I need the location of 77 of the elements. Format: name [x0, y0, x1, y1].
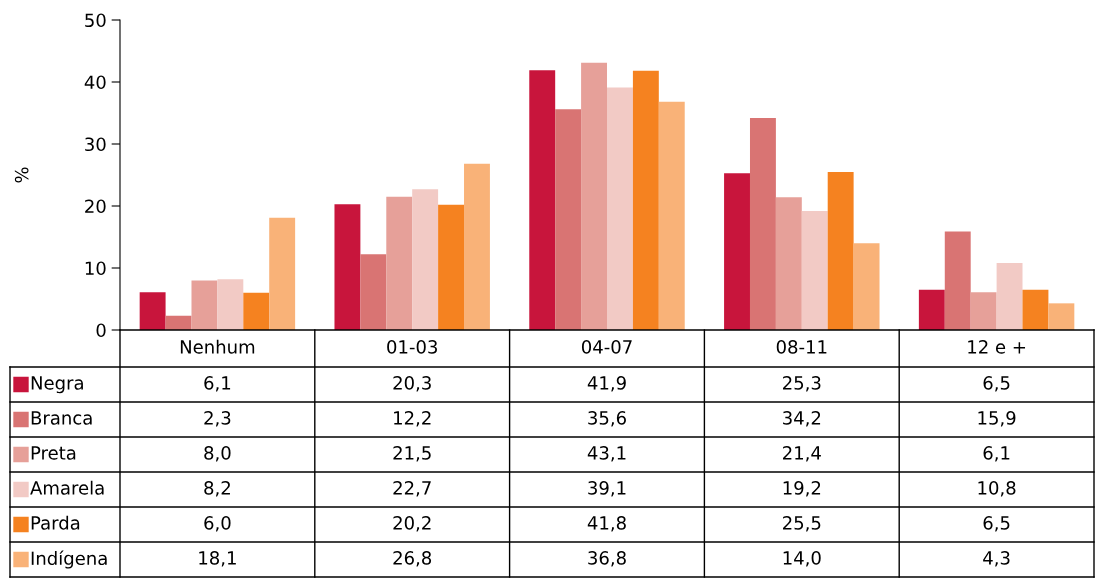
bar	[918, 289, 945, 330]
data-label: 12,2	[394, 411, 431, 427]
data-label: 8,2	[204, 481, 230, 497]
legend-label: Preta	[31, 446, 76, 460]
data-label: 25,5	[783, 516, 821, 532]
y-tick-label: 0	[96, 323, 106, 338]
data-label: 34,2	[783, 411, 821, 427]
bar	[724, 173, 750, 330]
data-label: 41,9	[587, 376, 626, 392]
bar	[386, 196, 413, 330]
y-tick-label: 40	[84, 75, 106, 90]
bar	[438, 204, 465, 330]
y-tick-label: 30	[85, 137, 106, 152]
x-tick-label: 04-07	[581, 340, 632, 354]
bar	[853, 243, 880, 330]
legend-label: Branca	[31, 411, 92, 425]
x-tick-label: 01-03	[387, 340, 437, 354]
bar	[269, 217, 296, 330]
data-label: 22,7	[393, 481, 431, 497]
data-label: 8,0	[204, 446, 231, 462]
bar	[944, 231, 971, 330]
bar	[555, 109, 582, 330]
bar	[827, 171, 854, 330]
bar	[996, 263, 1023, 330]
bar	[775, 197, 802, 330]
data-label: 20,2	[393, 516, 431, 532]
data-label: 2,3	[204, 411, 231, 427]
y-tick-label: 10	[85, 261, 106, 276]
bar	[658, 101, 685, 330]
bar	[464, 163, 490, 330]
data-label: 36,8	[588, 551, 626, 567]
y-tick-label: 20	[85, 199, 106, 214]
legend-label: Amarela	[30, 480, 104, 495]
bar	[217, 279, 244, 330]
data-label: 21,4	[783, 446, 821, 462]
bar	[529, 70, 556, 330]
data-label: 10,8	[978, 481, 1016, 497]
data-label: 4,3	[983, 551, 1010, 567]
legend-label: Indígena	[31, 550, 107, 569]
bar	[607, 87, 633, 330]
bar	[801, 210, 828, 330]
data-label: 20,3	[393, 376, 431, 392]
bar	[581, 62, 607, 330]
bar	[749, 117, 776, 330]
bar	[139, 292, 166, 330]
bar	[191, 280, 218, 330]
data-label: 15,9	[978, 411, 1016, 427]
data-label: 6,5	[983, 376, 1010, 392]
data-label: 21,5	[393, 446, 431, 462]
data-label: 18,1	[199, 551, 236, 567]
bar	[1048, 303, 1075, 330]
data-label: 39,1	[588, 481, 626, 497]
x-tick-label: 12 e +	[968, 340, 1026, 354]
bar	[360, 254, 387, 330]
data-label: 6,5	[983, 516, 1010, 532]
y-tick-label: 50	[85, 13, 106, 28]
data-label: 6,1	[983, 446, 1010, 462]
legend-label: Parda	[31, 515, 80, 530]
data-label: 26,8	[393, 551, 432, 567]
data-label: 35,6	[588, 411, 626, 427]
bar	[632, 70, 659, 330]
data-label: 6,1	[204, 376, 231, 392]
bar	[412, 189, 439, 330]
bar	[334, 204, 361, 330]
bar	[243, 292, 270, 330]
bar	[1022, 289, 1049, 330]
x-tick-label: 08-11	[776, 340, 827, 354]
data-label: 43,1	[587, 446, 626, 462]
y-axis-title: %	[14, 167, 29, 183]
bar	[970, 292, 997, 330]
data-label: 6,0	[204, 516, 231, 532]
data-label: 25,3	[783, 376, 821, 392]
data-label: 14,0	[783, 551, 821, 567]
data-label: 19,2	[783, 481, 821, 497]
x-tick-label: Nenhum	[180, 339, 255, 354]
data-label: 41,8	[587, 516, 626, 532]
legend-label: Negra	[31, 376, 83, 394]
